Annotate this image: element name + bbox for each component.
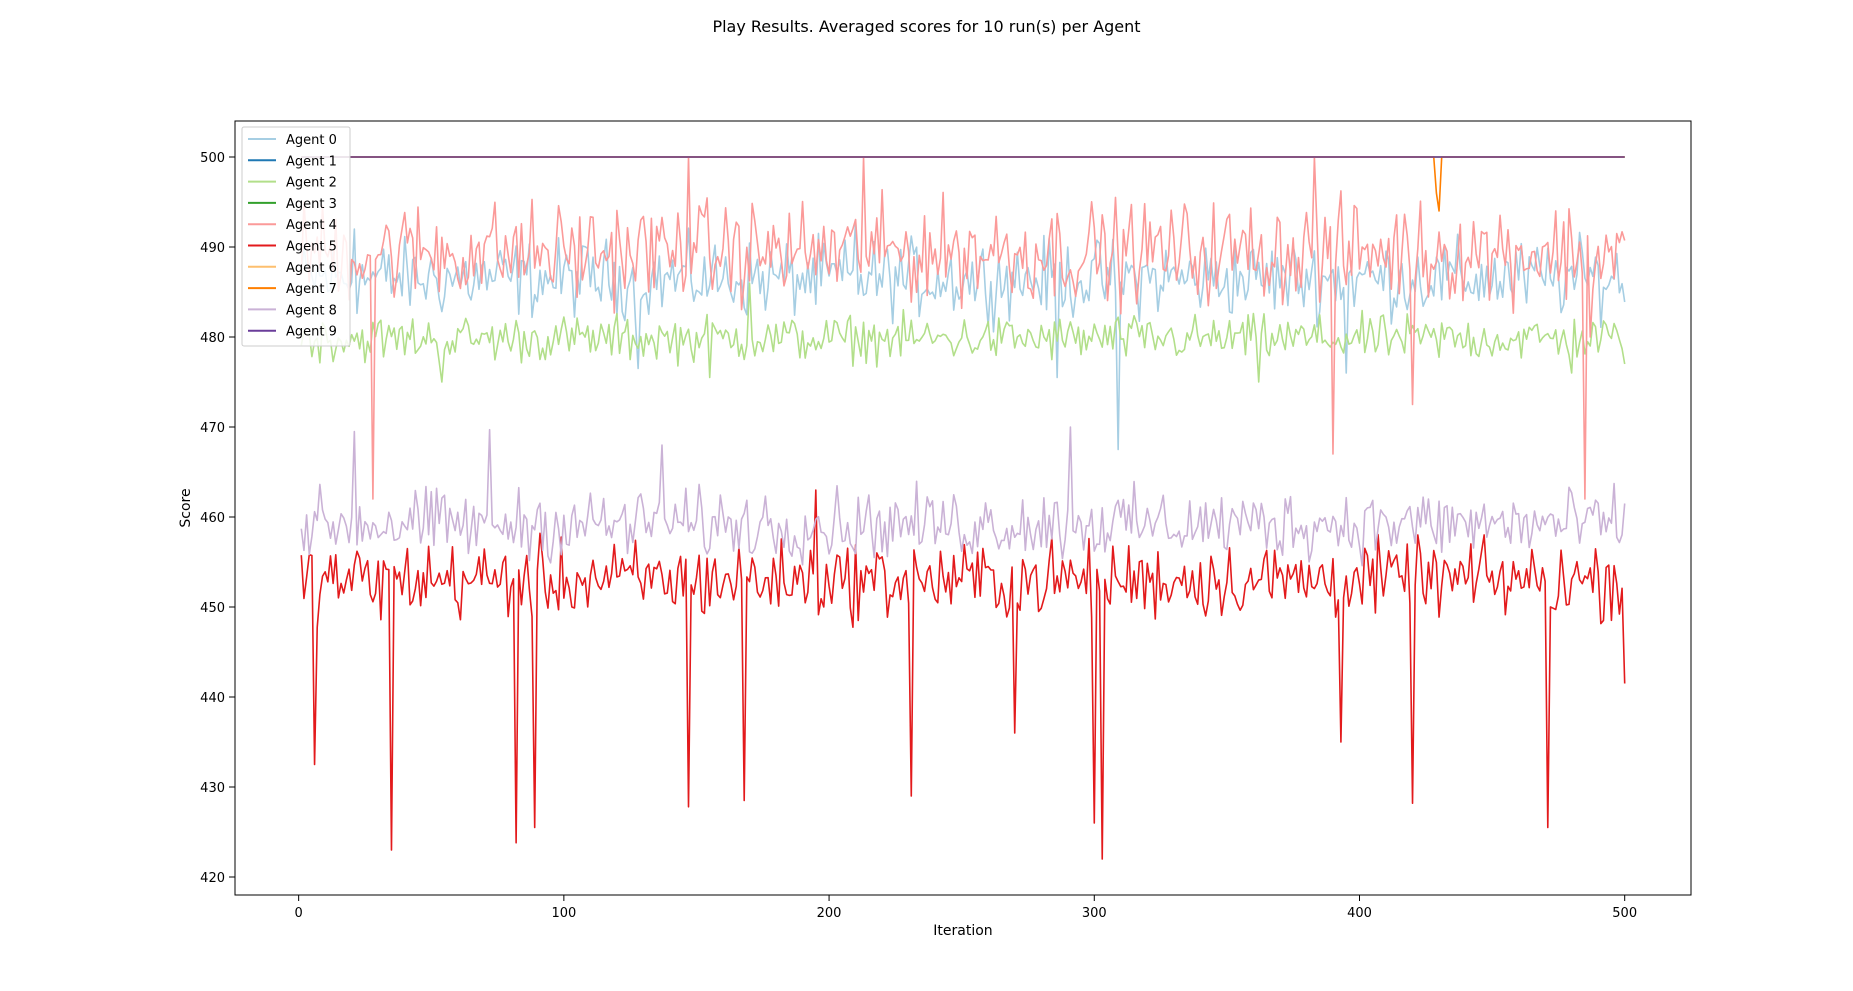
x-tick-label: 200 — [817, 906, 842, 921]
legend-entry-label: Agent 4 — [286, 218, 337, 233]
series-line-agent-8 — [300, 426, 1626, 567]
x-tick-label: 500 — [1612, 906, 1637, 921]
plot-area — [300, 156, 1626, 860]
legend-entry-label: Agent 6 — [286, 261, 337, 276]
chart-title: Play Results. Averaged scores for 10 run… — [712, 17, 1141, 36]
x-tick-label: 100 — [551, 906, 576, 921]
series-line-agent-4 — [300, 156, 1626, 500]
series-line-agent-5 — [300, 489, 1626, 860]
legend-entry-label: Agent 0 — [286, 133, 337, 148]
x-tick-label: 300 — [1082, 906, 1107, 921]
legend-entry-label: Agent 9 — [286, 325, 337, 340]
y-tick-label: 470 — [200, 421, 225, 436]
y-tick-label: 420 — [200, 871, 225, 886]
legend-entry-label: Agent 2 — [286, 176, 337, 191]
y-tick-label: 460 — [200, 511, 225, 526]
legend-entry-label: Agent 3 — [286, 197, 337, 212]
legend-entry-label: Agent 7 — [286, 282, 337, 297]
x-tick-label: 400 — [1347, 906, 1372, 921]
x-tick-label: 0 — [295, 906, 303, 921]
legend-entry-label: Agent 8 — [286, 303, 337, 318]
legend-entry-label: Agent 5 — [286, 240, 337, 255]
y-tick-label: 490 — [200, 241, 225, 256]
y-tick-label: 500 — [200, 151, 225, 166]
y-tick-label: 450 — [200, 601, 225, 616]
y-axis-label: Score — [178, 488, 194, 527]
y-tick-label: 440 — [200, 691, 225, 706]
legend: Agent 0 Agent 1 Agent 2 Agent 3 Agent 4 Agent… — [241, 126, 351, 347]
x-axis-label: Iteration — [933, 923, 992, 939]
series-line-agent-7 — [301, 156, 1625, 212]
series-line-agent-2 — [300, 282, 1626, 383]
y-tick-label: 430 — [200, 781, 225, 796]
x-axis: 0 100 200 300 400 500 — [295, 895, 1637, 921]
axes-frame — [234, 120, 1692, 896]
y-tick-label: 480 — [200, 331, 225, 346]
y-axis: 420 430 440 450 460 470 480 490 500 — [200, 151, 235, 886]
legend-entry-label: Agent 1 — [286, 154, 337, 169]
